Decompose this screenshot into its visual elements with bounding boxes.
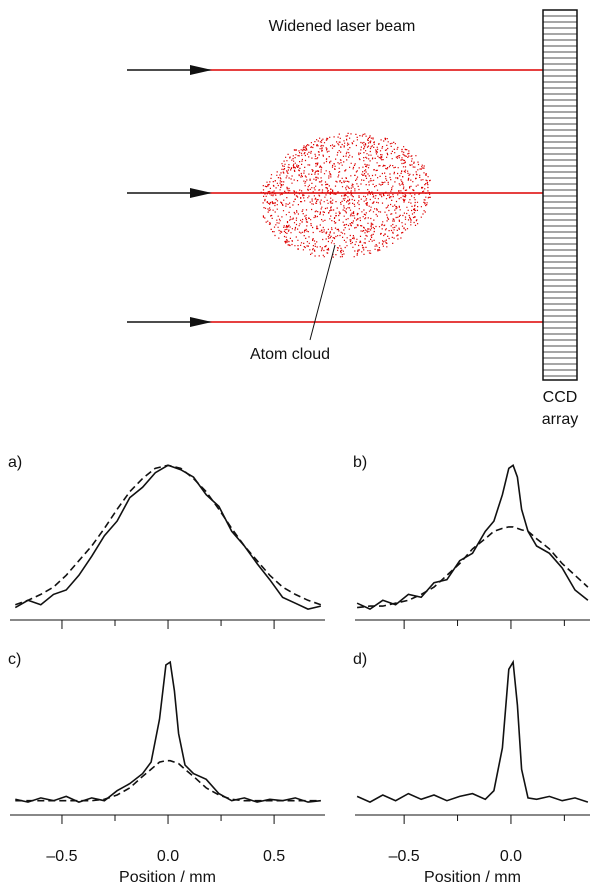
x-tick-label: –0.5: [46, 848, 77, 865]
atom-cloud: [260, 132, 431, 258]
detector-label: CCD: [543, 389, 578, 406]
panel-label: b): [353, 454, 367, 471]
series-line: [357, 526, 589, 609]
x-tick-label: 0.0: [500, 848, 522, 865]
x-tick-label: 0.0: [157, 848, 179, 865]
x-tick-label: –0.5: [389, 848, 420, 865]
x-tick-label: 0.5: [263, 848, 285, 865]
series-line: [356, 659, 589, 803]
x-axis-label: Position / mm: [424, 869, 521, 886]
series-line: [15, 759, 321, 802]
series-line: [15, 660, 321, 803]
ccd-array: [542, 9, 578, 381]
panel-label: a): [8, 454, 22, 471]
detector-label: array: [542, 411, 578, 428]
series-line: [15, 464, 322, 606]
x-axis-label: Position / mm: [119, 869, 216, 886]
panel-label: d): [353, 651, 367, 668]
series-line: [356, 464, 589, 611]
cloud-pointer: [309, 244, 336, 341]
beam-label: Widened laser beam: [269, 18, 416, 35]
series-line: [14, 464, 321, 610]
cloud-label: Atom cloud: [250, 346, 330, 363]
laser-beams: [127, 65, 543, 327]
panel-label: c): [8, 651, 21, 668]
